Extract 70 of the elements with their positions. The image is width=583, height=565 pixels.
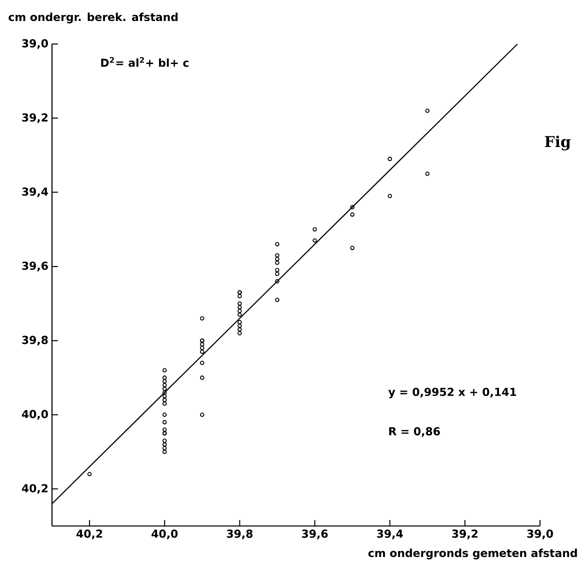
point bbox=[162, 398, 167, 402]
point bbox=[312, 238, 317, 243]
point bbox=[238, 308, 242, 314]
point bbox=[238, 305, 242, 310]
text: Fig bbox=[544, 136, 571, 150]
point bbox=[162, 386, 167, 391]
point bbox=[238, 331, 242, 336]
point bbox=[238, 294, 242, 298]
point bbox=[162, 368, 167, 372]
point bbox=[162, 402, 167, 406]
point bbox=[162, 379, 167, 384]
point bbox=[350, 205, 354, 210]
point bbox=[162, 450, 167, 454]
point bbox=[200, 346, 204, 350]
y-tick-label: 39,4 bbox=[22, 187, 48, 198]
y-tick-label: 39,6 bbox=[22, 262, 48, 272]
point bbox=[388, 156, 392, 162]
x-tick-label: 40,2 bbox=[76, 530, 102, 540]
point bbox=[275, 253, 280, 258]
point bbox=[275, 256, 280, 262]
point bbox=[238, 301, 242, 306]
point bbox=[350, 212, 354, 217]
point bbox=[275, 260, 280, 265]
point bbox=[312, 227, 317, 232]
point bbox=[275, 298, 280, 302]
point bbox=[162, 394, 167, 398]
point bbox=[200, 412, 204, 417]
point bbox=[238, 324, 242, 328]
point bbox=[388, 194, 392, 198]
y-tick-label: 40,0 bbox=[22, 410, 48, 420]
point bbox=[275, 268, 280, 272]
x-axis-title: cm ondergronds gemeten afstand bbox=[368, 548, 577, 560]
y-tick-label: 39,0 bbox=[22, 39, 48, 49]
point bbox=[162, 376, 167, 380]
annotation: D$^{2}$= al$^{2}$+ bl+ c bbox=[101, 57, 188, 67]
point bbox=[200, 376, 204, 380]
x-tick-label: 39,8 bbox=[226, 530, 253, 540]
point bbox=[200, 316, 204, 321]
x-tick-label: 40,0 bbox=[152, 530, 178, 540]
point bbox=[238, 320, 242, 324]
point bbox=[200, 350, 204, 354]
x-tick-label: 39,0 bbox=[527, 530, 553, 540]
x-tick-label: 39,4 bbox=[377, 530, 403, 540]
y-tick-label: 40,2 bbox=[22, 484, 48, 494]
point bbox=[162, 442, 167, 447]
annotation: y = 0,9952 x + 0,141 bbox=[388, 388, 516, 398]
x-tick-label: 39,6 bbox=[302, 530, 328, 540]
point bbox=[87, 472, 92, 476]
point bbox=[200, 360, 204, 366]
point bbox=[238, 312, 242, 317]
annotation: R = 0,86 bbox=[389, 427, 440, 437]
point bbox=[425, 108, 430, 113]
point bbox=[350, 246, 354, 250]
point bbox=[162, 438, 167, 443]
point bbox=[238, 327, 242, 332]
x-tick-label: 39,2 bbox=[452, 530, 478, 540]
point bbox=[200, 342, 204, 346]
point bbox=[162, 412, 167, 417]
point bbox=[162, 420, 167, 424]
point bbox=[425, 172, 430, 176]
y-tick-label: 39,2 bbox=[22, 113, 48, 124]
y-axis-title: cm ondergr. berek. afstand bbox=[8, 12, 178, 24]
point bbox=[275, 272, 280, 276]
point bbox=[162, 427, 167, 432]
point bbox=[162, 382, 167, 388]
point bbox=[162, 446, 167, 450]
point bbox=[162, 390, 167, 395]
y-tick-label: 39,8 bbox=[22, 336, 48, 346]
point bbox=[275, 279, 280, 284]
point bbox=[275, 242, 280, 246]
